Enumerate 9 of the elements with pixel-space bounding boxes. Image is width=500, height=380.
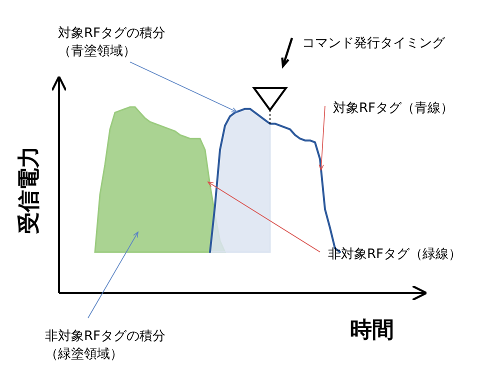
text: 対象RFタグ（青線） [333,100,454,116]
text: 対象RFタグの積分 [58,25,166,41]
text: 非対象RFタグの積分 [45,328,166,344]
text: コマンド発行タイミング [302,36,446,51]
text: （青塗領域） [58,44,136,59]
y-axis-title: 受信電力 [17,146,42,234]
x-axis-title: 時間 [350,318,394,343]
text: （緑塗領域） [45,347,123,362]
text: 非対象RFタグ（緑線） [328,246,462,262]
